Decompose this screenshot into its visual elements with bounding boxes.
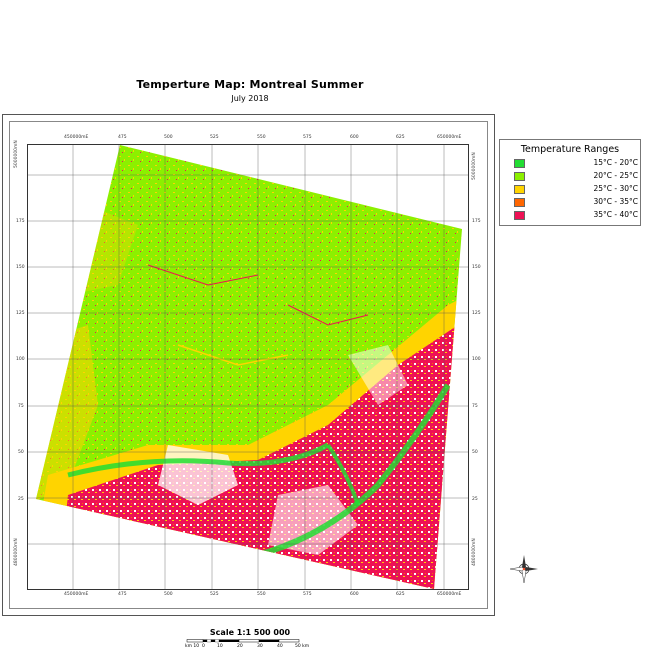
top-tick-label: 600 (350, 135, 359, 140)
left-tick-label: 4800000mN (14, 538, 19, 566)
right-tick-label: 75 (472, 404, 478, 409)
left-tick-label: 100 (16, 357, 25, 362)
map-outer-frame (2, 114, 495, 616)
scale-label: 10 (217, 644, 223, 649)
scale-bar: km 10 0 10 20 30 40 50 km (185, 639, 315, 651)
left-tick-label: 175 (16, 219, 25, 224)
temperature-raster (28, 145, 468, 589)
scale-label: 30 (257, 644, 263, 649)
legend-item: 20°C - 25°C (512, 171, 638, 183)
right-tick-label: 150 (472, 265, 481, 270)
bottom-tick-label: 500 (164, 592, 173, 597)
right-tick-label: 175 (472, 219, 481, 224)
legend-item: 35°C - 40°C (512, 210, 638, 222)
legend-label: 25°C - 30°C (593, 184, 638, 193)
top-tick-label: 625 (396, 135, 405, 140)
scale-label: 50 km (295, 644, 310, 649)
left-tick-label: 125 (16, 311, 25, 316)
legend-swatch (514, 211, 525, 220)
left-tick-label: 25 (18, 497, 24, 502)
legend-label: 35°C - 40°C (593, 210, 638, 219)
legend-item: 30°C - 35°C (512, 197, 638, 209)
legend-item: 15°C - 20°C (512, 158, 638, 170)
map-inner-frame (9, 121, 488, 609)
bottom-tick-label: 625 (396, 592, 405, 597)
top-tick-label: 550 (257, 135, 266, 140)
left-tick-label: 75 (18, 404, 24, 409)
right-tick-label: 5000000mN (472, 152, 477, 180)
bottom-tick-label: 525 (210, 592, 219, 597)
left-tick-label: 5000000mN (14, 140, 19, 168)
map-area[interactable] (27, 144, 469, 590)
scale-label: 20 (237, 644, 243, 649)
top-tick-label: 525 (210, 135, 219, 140)
top-tick-label: 650000mE (437, 135, 462, 140)
bottom-tick-label: 450000mE (64, 592, 89, 597)
legend-label: 20°C - 25°C (593, 171, 638, 180)
map-title: Temperture Map: Montreal Summer (136, 78, 364, 91)
right-tick-label: 100 (472, 357, 481, 362)
top-tick-label: 475 (118, 135, 127, 140)
bottom-tick-label: 650000mE (437, 592, 462, 597)
right-tick-label: 50 (472, 450, 478, 455)
bottom-tick-label: 475 (118, 592, 127, 597)
top-tick-label: 500 (164, 135, 173, 140)
bottom-tick-label: 550 (257, 592, 266, 597)
scale-title: Scale 1:1 500 000 (209, 628, 291, 637)
top-tick-label: 450000mE (64, 135, 89, 140)
north-arrow-icon (509, 554, 539, 584)
right-tick-label: 4800000mN (472, 538, 477, 566)
scale-label: 0 (202, 644, 205, 649)
bottom-tick-label: 600 (350, 592, 359, 597)
legend-swatch (514, 185, 525, 194)
legend-title: Temperature Ranges (520, 144, 620, 155)
right-tick-label: 125 (472, 311, 481, 316)
left-tick-label: 150 (16, 265, 25, 270)
top-tick-label: 575 (303, 135, 312, 140)
bottom-tick-label: 575 (303, 592, 312, 597)
legend-swatch (514, 198, 525, 207)
legend-item: 25°C - 30°C (512, 184, 638, 196)
scale-label: 40 (277, 644, 283, 649)
scale-label: km 10 (185, 644, 200, 649)
right-tick-label: 25 (472, 497, 478, 502)
left-tick-label: 50 (18, 450, 24, 455)
map-subtitle: July 2018 (231, 94, 269, 103)
legend-swatch (514, 159, 525, 168)
legend: Temperature Ranges 15°C - 20°C 20°C - 25… (499, 139, 641, 226)
legend-swatch (514, 172, 525, 181)
legend-label: 15°C - 20°C (593, 158, 638, 167)
legend-label: 30°C - 35°C (593, 197, 638, 206)
